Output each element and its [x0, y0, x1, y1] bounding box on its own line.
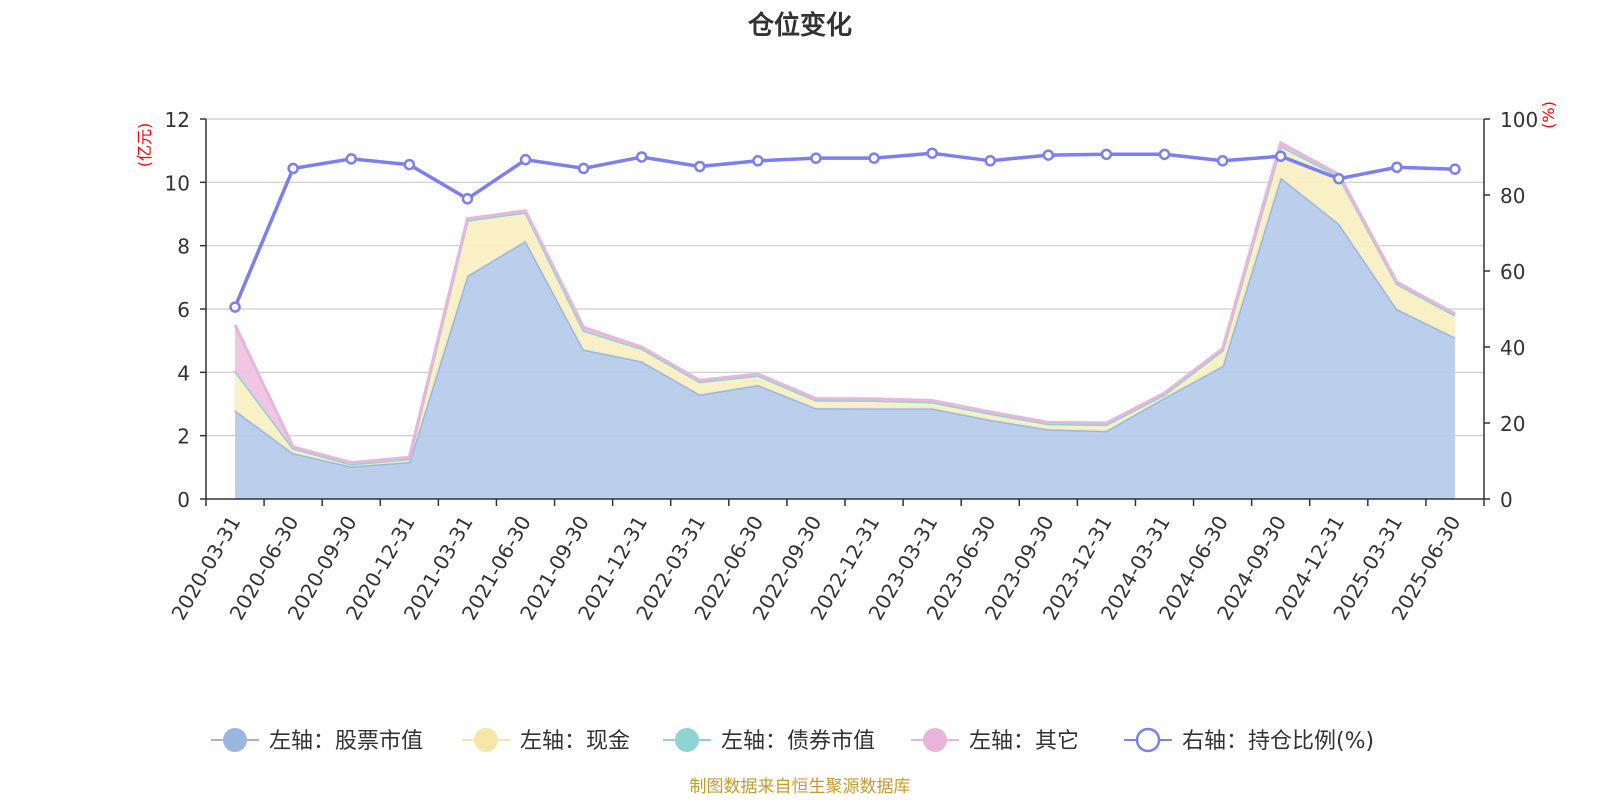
ratio-point — [1042, 149, 1055, 161]
left-axis-unit: (亿元) — [135, 123, 154, 168]
right-axis-unit: (%) — [1539, 101, 1558, 129]
ratio-point — [345, 153, 357, 165]
ratio-point — [1391, 161, 1403, 174]
legend-marker-4 — [1135, 727, 1161, 753]
right-tick-label: 60 — [1500, 260, 1525, 284]
ratio-point — [752, 155, 764, 167]
ratio-point — [810, 152, 822, 164]
legend-label-3: 左轴：其它 — [969, 729, 1079, 754]
position-ratio-line — [229, 147, 1461, 313]
right-tick-label: 80 — [1500, 184, 1525, 208]
ratio-point — [868, 152, 880, 164]
ratio-point — [1274, 150, 1287, 162]
left-tick-label: 12 — [165, 108, 190, 132]
ratio-line-path — [233, 151, 1456, 308]
ratio-point — [635, 151, 648, 163]
ratio-point — [403, 158, 416, 171]
left-tick-label: 8 — [177, 235, 190, 259]
left-tick-label: 10 — [165, 171, 190, 195]
right-tick-label: 40 — [1500, 336, 1525, 360]
ratio-point — [694, 160, 706, 173]
right-tick-label: 20 — [1500, 412, 1525, 436]
legend-label-4: 右轴：持仓比例(%) — [1182, 729, 1374, 754]
ratio-point — [287, 162, 299, 175]
right-tick-label: 0 — [1500, 488, 1513, 512]
right-tick-label: 100 — [1500, 108, 1538, 132]
left-tick-label: 4 — [177, 361, 190, 385]
legend-marker-3 — [923, 728, 947, 752]
stacked-areas — [233, 140, 1456, 499]
left-tick-label: 0 — [177, 488, 190, 512]
left-tick-label: 6 — [177, 298, 190, 322]
ratio-point — [1216, 155, 1229, 167]
legend-label-2: 左轴：债券市值 — [721, 729, 875, 754]
legend: 左轴：股票市值 左轴：现金 左轴：债券市值 左轴：其它 右轴：持仓比例(%) — [211, 727, 1374, 754]
ratio-point — [461, 193, 474, 205]
ratio-point — [229, 301, 241, 313]
legend-marker-0 — [223, 728, 247, 752]
legend-label-0: 左轴：股票市值 — [269, 729, 423, 754]
data-source: 制图数据来自恒生聚源数据库 — [690, 777, 911, 797]
area-series-0 — [235, 177, 1455, 499]
ratio-point — [1333, 172, 1345, 185]
ratio-point — [926, 147, 938, 159]
area-line-series-3 — [233, 140, 1456, 465]
ratio-point — [1100, 148, 1113, 161]
ratio-point — [1449, 163, 1461, 175]
legend-label-1: 左轴：现金 — [520, 729, 630, 754]
ratio-point — [577, 162, 590, 175]
left-tick-label: 2 — [177, 425, 190, 449]
legend-marker-1 — [474, 728, 498, 752]
ratio-point — [519, 153, 532, 166]
ratio-point — [984, 155, 996, 167]
chart-title: 仓位变化 — [747, 10, 852, 41]
legend-marker-2 — [675, 728, 699, 752]
ratio-point — [1158, 148, 1171, 161]
